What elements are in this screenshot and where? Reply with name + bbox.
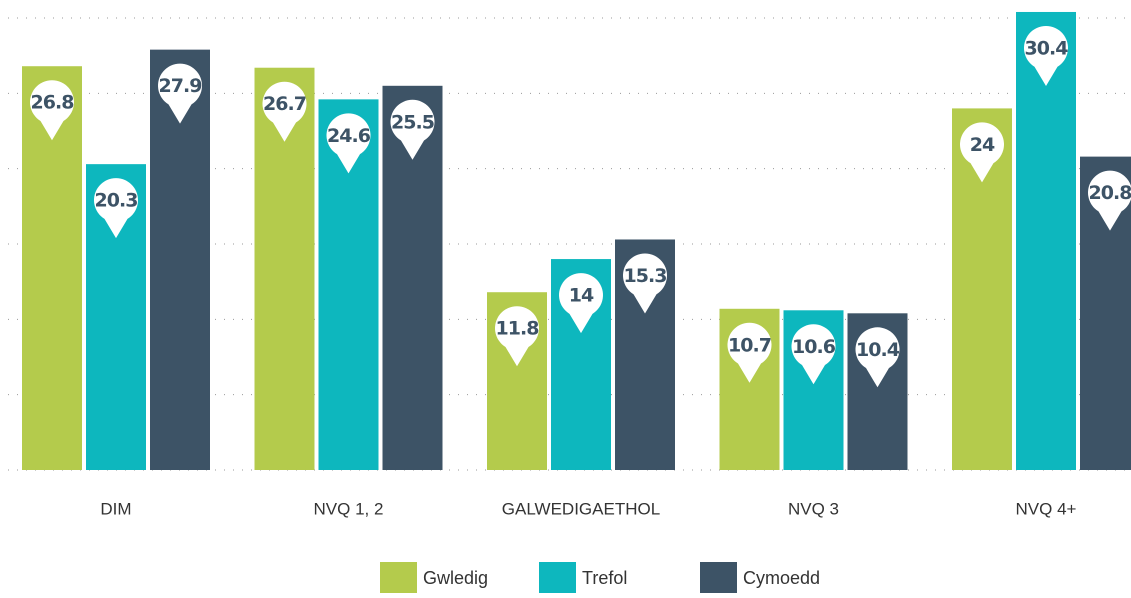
value-pin [1024, 25, 1068, 86]
value-label: 27.9 [159, 75, 202, 97]
value-label: 24 [970, 134, 995, 156]
value-label: 20.3 [95, 190, 138, 212]
legend-label: Cymoedd [743, 568, 820, 588]
value-label: 30.4 [1025, 37, 1069, 59]
value-label: 24.6 [327, 125, 371, 147]
legend-label: Trefol [582, 568, 627, 588]
value-pin [495, 306, 540, 367]
x-tick-label: DIM [100, 499, 131, 518]
value-label: 26.7 [263, 93, 306, 115]
value-pin [791, 324, 836, 385]
legend-swatch [539, 562, 576, 594]
value-label: 11.8 [496, 318, 540, 340]
value-pin [559, 273, 604, 334]
value-label: 26.8 [31, 92, 75, 114]
legend-label: Gwledig [423, 568, 488, 588]
value-pin [727, 322, 772, 383]
value-label: 25.5 [391, 111, 434, 133]
value-pin [1088, 170, 1131, 231]
value-pin [326, 113, 371, 174]
x-tick-label: NVQ 1, 2 [314, 499, 384, 518]
value-pin [262, 81, 307, 142]
x-tick-label: NVQ 3 [788, 499, 839, 518]
value-label: 10.7 [728, 334, 771, 356]
value-pin [30, 80, 74, 141]
value-label: 10.6 [792, 336, 836, 358]
value-pin [94, 178, 138, 239]
value-label: 20.8 [1089, 182, 1131, 204]
legend-swatch [380, 562, 417, 594]
value-label: 15.3 [624, 265, 667, 287]
value-pin [623, 253, 668, 314]
value-pin [855, 327, 900, 388]
x-tick-label: GALWEDIGAETHOL [502, 499, 660, 518]
value-label: 10.4 [856, 339, 900, 361]
value-pin [960, 122, 1005, 183]
value-label: 14 [569, 285, 594, 307]
legend-swatch [700, 562, 737, 594]
value-pin [390, 99, 435, 160]
bar [1016, 11, 1076, 471]
x-tick-label: NVQ 4+ [1016, 499, 1077, 518]
value-pin [158, 63, 203, 124]
